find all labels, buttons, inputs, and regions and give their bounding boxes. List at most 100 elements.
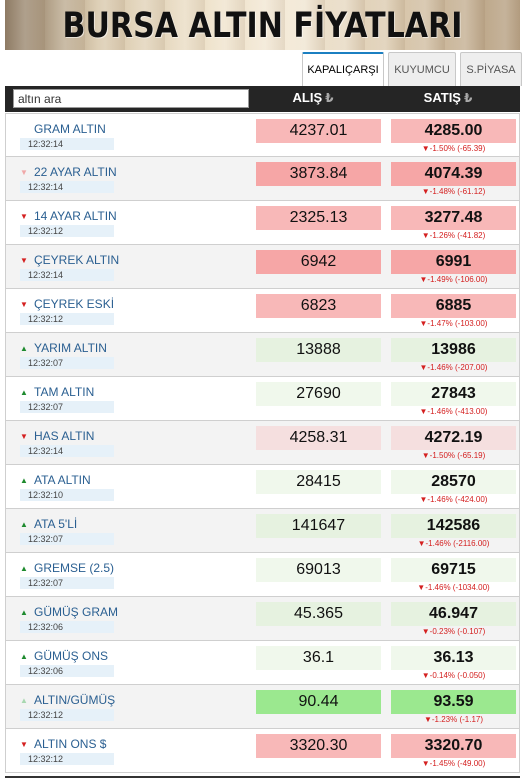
item-name[interactable]: ÇEYREK ALTIN xyxy=(34,253,120,267)
lira-icon: ₺ xyxy=(463,91,473,105)
item-name[interactable]: TAM ALTIN xyxy=(34,385,95,399)
search-input[interactable] xyxy=(13,89,249,108)
item-name[interactable]: ATA ALTIN xyxy=(34,473,91,487)
price-change: ▼-1.46% (-2116.00) xyxy=(417,539,490,548)
item-name[interactable]: ALTIN/GÜMÜŞ xyxy=(34,693,116,707)
item-time: 12:32:06 xyxy=(20,621,114,633)
price-table: GRAM ALTIN 12:32:14 4237.01 4285.00 ▼-1.50% … xyxy=(5,113,520,773)
column-header-satis[interactable]: SATIŞ ₺ xyxy=(388,90,508,105)
buy-price: 45.365 xyxy=(256,602,381,626)
item-time: 12:32:07 xyxy=(20,577,114,589)
column-header-alis[interactable]: ALIŞ ₺ xyxy=(253,90,373,105)
item-time: 12:32:14 xyxy=(20,445,114,457)
price-change: ▼-1.49% (-106.00) xyxy=(419,275,488,284)
buy-price: 6942 xyxy=(256,250,381,274)
table-row[interactable]: ▼ 22 AYAR ALTIN 12:32:14 3873.84 4074.39 ▼-1.… xyxy=(5,157,520,201)
table-row[interactable]: ▲ ATA ALTIN 12:32:10 28415 28570 ▼-1.46% (-42… xyxy=(5,465,520,509)
table-row[interactable]: ▲ GÜMÜŞ ONS 12:32:06 36.1 36.13 ▼-0.14% (-0.0… xyxy=(5,641,520,685)
item-name[interactable]: YARIM ALTIN xyxy=(34,341,107,355)
table-row[interactable]: ▲ YARIM ALTIN 12:32:07 13888 13986 ▼-1.46% (-… xyxy=(5,333,520,377)
table-header: ALIŞ₺ SATIŞ₺ xyxy=(5,86,520,112)
table-row[interactable]: ▲ ALTIN/GÜMÜŞ 12:32:12 90.44 93.59 ▼-1.23% (-… xyxy=(5,685,520,729)
item-time: 12:32:10 xyxy=(20,489,114,501)
table-row[interactable]: ▼ ÇEYREK ALTIN 12:32:14 6942 6991 ▼-1.49% (-1… xyxy=(5,245,520,289)
sell-price: 28570 xyxy=(391,470,516,494)
table-row[interactable]: ▲ GÜMÜŞ GRAM 12:32:06 45.365 46.947 ▼-0.23% (… xyxy=(5,597,520,641)
trend-down-icon: ▼ xyxy=(20,256,28,265)
item-name[interactable]: ATA 5'Lİ xyxy=(34,517,78,531)
item-time: 12:32:14 xyxy=(20,269,114,281)
trend-up-icon: ▲ xyxy=(20,344,28,353)
table-row[interactable]: ▼ HAS ALTIN 12:32:14 4258.31 4272.19 ▼-1.50% … xyxy=(5,421,520,465)
sell-price: 27843 xyxy=(391,382,516,406)
buy-price: 3873.84 xyxy=(256,162,381,186)
tab-serbest-piyasa[interactable]: S.PİYASA xyxy=(460,52,522,86)
divider xyxy=(5,776,520,778)
sell-price: 4272.19 xyxy=(391,426,516,450)
buy-price: 69013 xyxy=(256,558,381,582)
sell-price: 142586 xyxy=(391,514,516,538)
item-name[interactable]: GÜMÜŞ GRAM xyxy=(34,605,118,619)
buy-price: 4237.01 xyxy=(256,119,381,143)
buy-price: 28415 xyxy=(256,470,381,494)
item-time: 12:32:14 xyxy=(20,138,114,150)
column-header-satis-label: SATIŞ xyxy=(423,90,461,105)
price-change: ▼-1.50% (-65.19) xyxy=(421,451,486,460)
table-row[interactable]: ▲ ATA 5'Lİ 12:32:07 141647 142586 ▼-1.46% (-2… xyxy=(5,509,520,553)
item-name[interactable]: 22 AYAR ALTIN xyxy=(34,165,117,179)
item-name[interactable]: HAS ALTIN xyxy=(34,429,95,443)
price-change: ▼-1.48% (-61.12) xyxy=(421,187,486,196)
price-change: ▼-1.47% (-103.00) xyxy=(419,319,488,328)
sell-price: 6991 xyxy=(391,250,516,274)
trend-up-icon: ▲ xyxy=(20,696,28,705)
price-change: ▼-1.46% (-1034.00) xyxy=(417,583,490,592)
item-name[interactable]: ÇEYREK ESKİ xyxy=(34,297,115,311)
sell-price: 36.13 xyxy=(391,646,516,670)
sell-price: 13986 xyxy=(391,338,516,362)
trend-down-icon: ▼ xyxy=(20,740,28,749)
table-row[interactable]: ▲ TAM ALTIN 12:32:07 27690 27843 ▼-1.46% (-41… xyxy=(5,377,520,421)
buy-price: 90.44 xyxy=(256,690,381,714)
item-time: 12:32:12 xyxy=(20,225,114,237)
tab-kapalicarsi[interactable]: KAPALIÇARŞI xyxy=(302,52,384,86)
sell-price: 93.59 xyxy=(391,690,516,714)
item-name[interactable]: 14 AYAR ALTIN xyxy=(34,209,117,223)
buy-price: 4258.31 xyxy=(256,426,381,450)
price-change: ▼-1.46% (-424.00) xyxy=(419,495,488,504)
lira-icon: ₺ xyxy=(325,91,334,105)
buy-price: 27690 xyxy=(256,382,381,406)
item-time: 12:32:07 xyxy=(20,401,114,413)
item-time: 12:32:14 xyxy=(20,181,114,193)
sell-price: 3320.70 xyxy=(391,734,516,758)
tab-kuyumcu[interactable]: KUYUMCU xyxy=(388,52,456,86)
item-name[interactable]: GRAM ALTIN xyxy=(34,122,106,136)
sell-price: 6885 xyxy=(391,294,516,318)
table-row[interactable]: ▼ ÇEYREK ESKİ 12:32:12 6823 6885 ▼-1.47% (-10… xyxy=(5,289,520,333)
market-tabs: KAPALIÇARŞI KUYUMCU S.PİYASA xyxy=(302,52,522,86)
table-row[interactable]: ▼ 14 AYAR ALTIN 12:32:12 2325.13 3277.48 ▼-1.… xyxy=(5,201,520,245)
table-row[interactable]: ▲ GREMSE (2.5) 12:32:07 69013 69715 ▼-1.46% (… xyxy=(5,553,520,597)
table-row[interactable]: ▼ ALTIN ONS $ 12:32:12 3320.30 3320.70 ▼-1.45… xyxy=(5,729,520,773)
trend-up-icon: ▲ xyxy=(20,608,28,617)
price-change: ▼-1.50% (-65.39) xyxy=(421,144,486,153)
trend-down-icon: ▼ xyxy=(20,432,28,441)
trend-down-icon: ▼ xyxy=(20,300,28,309)
item-name[interactable]: GÜMÜŞ ONS xyxy=(34,649,109,663)
item-name[interactable]: GREMSE (2.5) xyxy=(34,561,115,575)
trend-down-icon: ▼ xyxy=(20,168,28,177)
sell-price: 4074.39 xyxy=(391,162,516,186)
price-change: ▼-1.23% (-1.17) xyxy=(423,715,484,724)
sell-price: 4285.00 xyxy=(391,119,516,143)
sell-price: 69715 xyxy=(391,558,516,582)
buy-price: 13888 xyxy=(256,338,381,362)
sell-price: 3277.48 xyxy=(391,206,516,230)
table-row[interactable]: GRAM ALTIN 12:32:14 4237.01 4285.00 ▼-1.50% … xyxy=(5,113,520,157)
banner-title: BURSA ALTIN FİYATLARI xyxy=(62,6,463,46)
item-name[interactable]: ALTIN ONS $ xyxy=(34,737,107,751)
item-time: 12:32:12 xyxy=(20,709,114,721)
buy-price: 36.1 xyxy=(256,646,381,670)
column-header-alis-label: ALIŞ xyxy=(292,90,323,105)
buy-price: 2325.13 xyxy=(256,206,381,230)
sell-price: 46.947 xyxy=(391,602,516,626)
price-change: ▼-1.26% (-41.82) xyxy=(421,231,486,240)
